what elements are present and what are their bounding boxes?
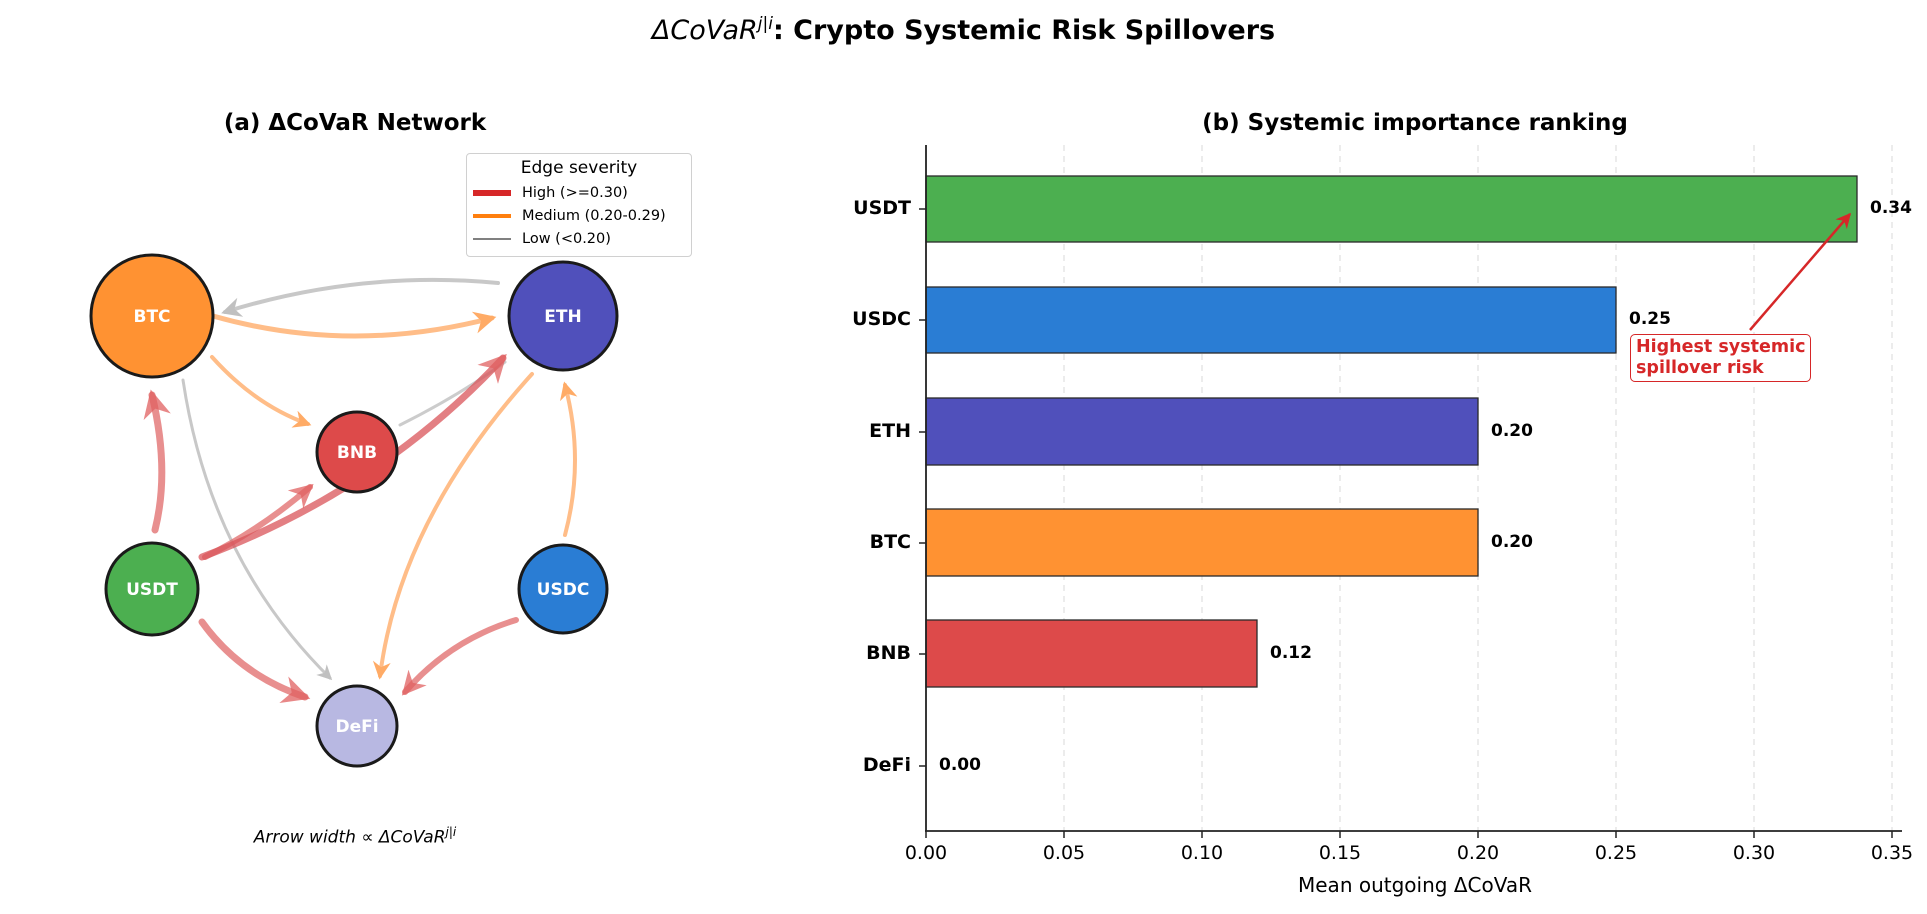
node-usdc[interactable]: USDC	[517, 543, 609, 635]
xtick-label: 0.15	[1318, 842, 1362, 864]
ytick-label: BNB	[866, 642, 911, 664]
network-caption: Arrow width ∝ ΔCoVaRj|i	[253, 825, 457, 848]
value-label-bnb: 0.12	[1270, 643, 1312, 663]
legend-swatch-high	[473, 190, 511, 196]
node-defi[interactable]: DeFi	[315, 684, 399, 768]
bar-btc	[925, 508, 1479, 577]
svg-text:BTC: BTC	[133, 307, 170, 327]
edge-eth-btc	[221, 277, 500, 317]
value-label-usdt: 0.34	[1870, 198, 1912, 218]
legend-title: Edge severity	[520, 158, 638, 178]
svg-text:BNB: BNB	[337, 443, 377, 463]
edge-eth-defi	[372, 372, 534, 680]
xtick-label: 0.05	[1042, 842, 1086, 864]
bar-eth	[925, 397, 1479, 466]
xtick-label: 0.20	[1456, 842, 1500, 864]
bar-usdc	[925, 286, 1617, 354]
value-label-btc: 0.20	[1491, 532, 1533, 552]
title-text: : Crypto Systemic Risk Spillovers	[772, 15, 1276, 46]
node-btc[interactable]: BTC	[89, 253, 215, 379]
svg-text:DeFi: DeFi	[335, 717, 378, 737]
svg-text:USDC: USDC	[537, 580, 590, 600]
bar-bnb	[925, 619, 1258, 688]
xtick-label: 0.00	[904, 842, 948, 864]
legend-swatch-low	[473, 238, 511, 240]
ytick-label: ETH	[869, 420, 911, 442]
xtick-label: 0.25	[1594, 842, 1638, 864]
edge-usdc-eth	[560, 381, 578, 537]
xtick-label: 0.35	[1870, 842, 1914, 864]
xtick-label: 0.10	[1180, 842, 1224, 864]
node-bnb[interactable]: BNB	[315, 410, 399, 494]
node-eth[interactable]: ETH	[507, 260, 619, 372]
figure-title: ΔCoVaRj|i: Crypto Systemic Risk Spillove…	[0, 14, 1927, 46]
value-label-usdc: 0.25	[1629, 309, 1671, 329]
annotation-box: Highest systemic spillover risk	[1630, 334, 1812, 382]
edge-severity-legend: Edge severity High (>=0.30) Medium (0.20…	[466, 153, 692, 257]
title-superscript: j|i	[757, 14, 773, 34]
legend-item-medium: Medium (0.20-0.29)	[473, 208, 666, 224]
legend-item-high: High (>=0.30)	[473, 185, 628, 201]
panel-a-title: (a) ΔCoVaR Network	[223, 110, 487, 136]
ytick-label: DeFi	[862, 754, 911, 776]
ytick-label: USDT	[853, 197, 911, 219]
annotation-arrow	[1749, 212, 1851, 331]
node-usdt[interactable]: USDT	[104, 541, 200, 637]
ytick-label: USDC	[852, 308, 911, 330]
legend-item-low: Low (<0.20)	[473, 231, 611, 247]
svg-text:ETH: ETH	[544, 307, 581, 327]
edge-usdc-defi	[401, 617, 519, 696]
x-axis-label: Mean outgoing ΔCoVaR	[1298, 873, 1532, 897]
network-graph: BTC ETH BNB USDT USDC DeFi	[89, 253, 619, 768]
value-label-eth: 0.20	[1491, 421, 1533, 441]
edge-usdt-btc	[143, 389, 171, 534]
edge-usdt-defi	[198, 618, 311, 704]
edge-btc-bnb	[210, 355, 312, 428]
xtick-label: 0.30	[1732, 842, 1776, 864]
bar-usdt	[925, 175, 1858, 243]
panel-b-title: (b) Systemic importance ranking	[1202, 110, 1628, 136]
legend-swatch-medium	[473, 214, 511, 218]
title-covar: ΔCoVaR	[651, 15, 758, 46]
svg-text:USDT: USDT	[126, 580, 178, 600]
value-label-defi: 0.00	[939, 755, 981, 775]
x-gridlines	[1063, 145, 1893, 830]
edge-btc-eth	[210, 311, 497, 339]
ytick-label: BTC	[869, 531, 911, 553]
